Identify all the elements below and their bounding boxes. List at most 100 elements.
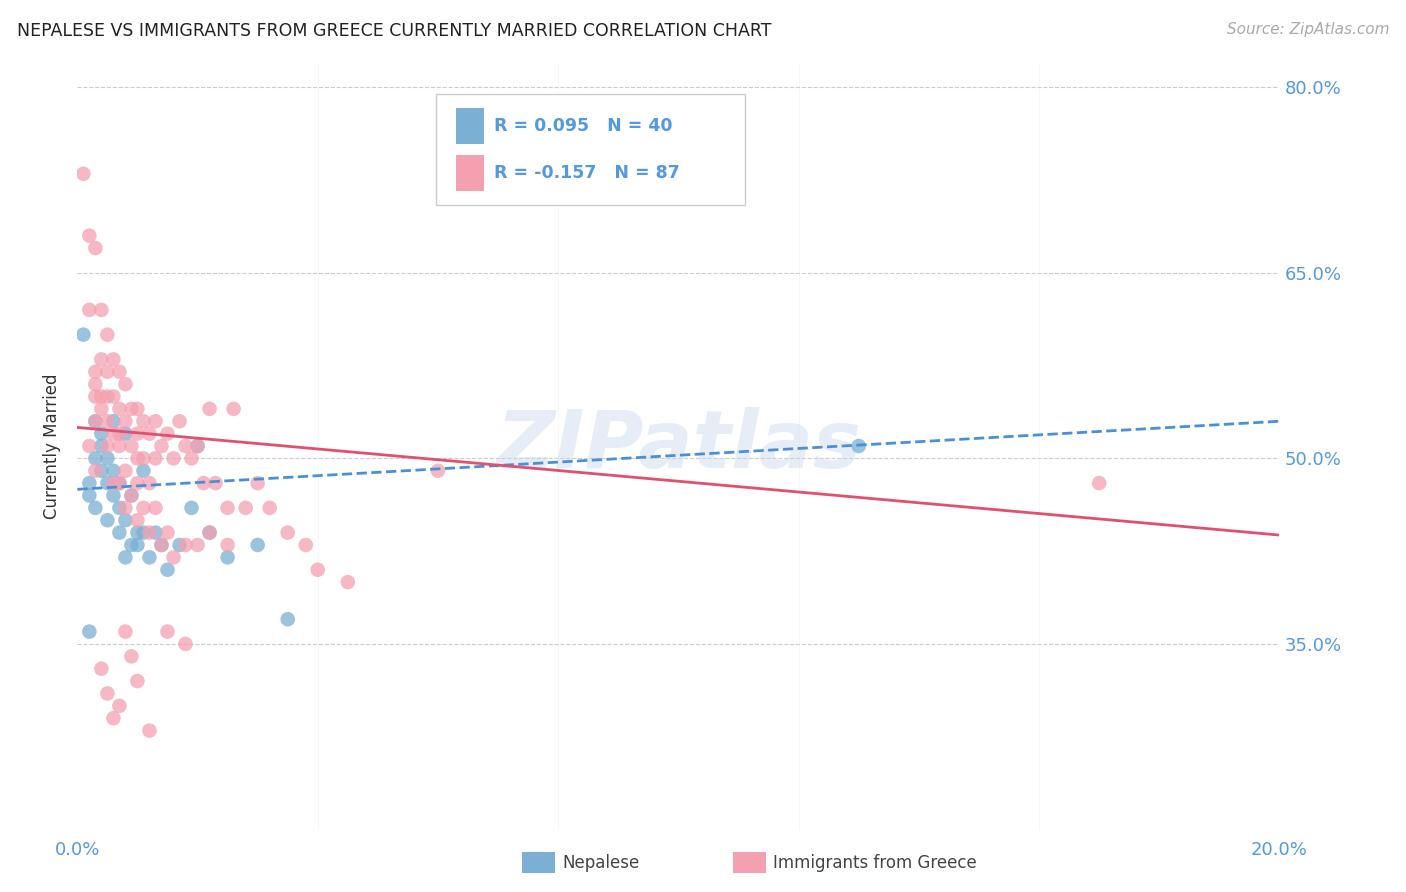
- Point: [114, 500, 136, 515]
- Point: [127, 525, 149, 540]
- Point: [108, 525, 131, 540]
- Point: [114, 464, 136, 478]
- Point: [156, 563, 179, 577]
- Point: [294, 538, 316, 552]
- Point: [114, 377, 136, 392]
- Point: [103, 476, 125, 491]
- Point: [193, 476, 215, 491]
- Text: Source: ZipAtlas.com: Source: ZipAtlas.com: [1226, 22, 1389, 37]
- Point: [132, 500, 155, 515]
- Point: [336, 575, 359, 590]
- Point: [132, 414, 155, 428]
- Point: [145, 451, 167, 466]
- Point: [235, 500, 257, 515]
- Point: [145, 500, 167, 515]
- Point: [79, 488, 101, 502]
- Point: [90, 401, 112, 416]
- Point: [103, 414, 125, 428]
- Point: [150, 439, 173, 453]
- Point: [79, 624, 101, 639]
- Point: [132, 451, 155, 466]
- Point: [217, 500, 239, 515]
- Point: [277, 612, 299, 626]
- Point: [138, 550, 160, 565]
- Point: [96, 327, 118, 342]
- Point: [108, 476, 131, 491]
- Point: [145, 414, 167, 428]
- Point: [103, 464, 125, 478]
- Point: [145, 525, 167, 540]
- Point: [96, 414, 118, 428]
- Point: [96, 513, 118, 527]
- Point: [103, 488, 125, 502]
- Point: [174, 439, 197, 453]
- Point: [156, 525, 179, 540]
- Point: [277, 525, 299, 540]
- Point: [198, 401, 221, 416]
- Text: R = -0.157   N = 87: R = -0.157 N = 87: [494, 164, 679, 182]
- Text: Nepalese: Nepalese: [562, 854, 640, 871]
- Point: [108, 476, 131, 491]
- Point: [79, 439, 101, 453]
- Point: [186, 439, 209, 453]
- Point: [114, 513, 136, 527]
- Point: [108, 439, 131, 453]
- Point: [138, 426, 160, 441]
- Point: [138, 476, 160, 491]
- Point: [90, 426, 112, 441]
- Point: [127, 538, 149, 552]
- Point: [84, 500, 107, 515]
- Point: [162, 550, 184, 565]
- Point: [180, 451, 202, 466]
- Point: [127, 426, 149, 441]
- Point: [204, 476, 226, 491]
- Point: [198, 525, 221, 540]
- Text: NEPALESE VS IMMIGRANTS FROM GREECE CURRENTLY MARRIED CORRELATION CHART: NEPALESE VS IMMIGRANTS FROM GREECE CURRE…: [17, 22, 772, 40]
- Point: [150, 538, 173, 552]
- Point: [162, 451, 184, 466]
- Point: [84, 241, 107, 255]
- Point: [150, 538, 173, 552]
- Point: [84, 390, 107, 404]
- Point: [84, 451, 107, 466]
- Point: [127, 513, 149, 527]
- Point: [90, 302, 112, 317]
- Point: [114, 624, 136, 639]
- Point: [120, 488, 142, 502]
- Point: [217, 538, 239, 552]
- Point: [120, 538, 142, 552]
- Point: [132, 464, 155, 478]
- Point: [72, 167, 94, 181]
- Point: [114, 414, 136, 428]
- Point: [217, 550, 239, 565]
- Point: [84, 377, 107, 392]
- Point: [246, 476, 269, 491]
- Point: [103, 426, 125, 441]
- Point: [108, 500, 131, 515]
- Point: [84, 464, 107, 478]
- Point: [108, 401, 131, 416]
- Point: [222, 401, 245, 416]
- Point: [96, 365, 118, 379]
- Point: [103, 711, 125, 725]
- Point: [127, 451, 149, 466]
- Point: [96, 476, 118, 491]
- Point: [96, 439, 118, 453]
- Point: [108, 426, 131, 441]
- Point: [96, 390, 118, 404]
- Point: [174, 637, 197, 651]
- Point: [114, 550, 136, 565]
- Y-axis label: Currently Married: Currently Married: [44, 373, 62, 519]
- Point: [84, 414, 107, 428]
- Point: [103, 390, 125, 404]
- Point: [169, 414, 191, 428]
- Point: [427, 464, 450, 478]
- Point: [186, 439, 209, 453]
- Point: [96, 451, 118, 466]
- Point: [198, 525, 221, 540]
- Point: [127, 476, 149, 491]
- Point: [103, 352, 125, 367]
- Text: Immigrants from Greece: Immigrants from Greece: [773, 854, 977, 871]
- Point: [156, 426, 179, 441]
- Point: [169, 538, 191, 552]
